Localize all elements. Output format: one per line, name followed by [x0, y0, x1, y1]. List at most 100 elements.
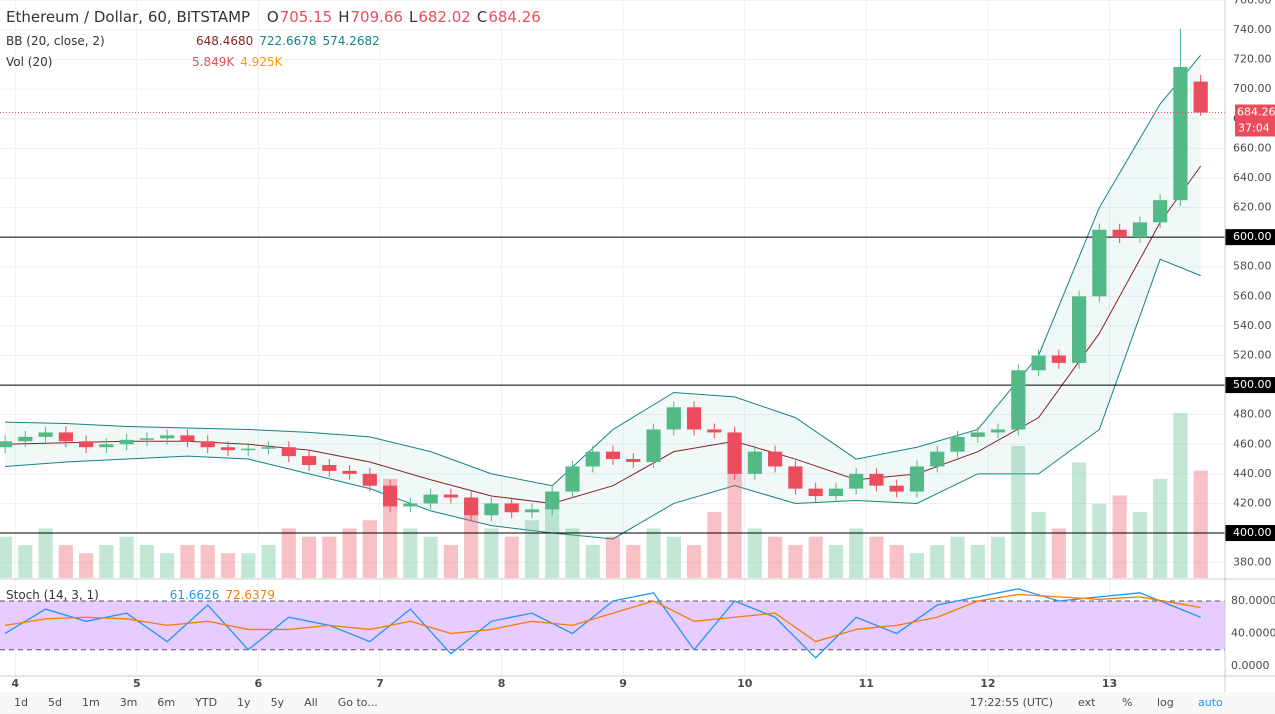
level-tag	[1225, 525, 1275, 542]
y-tick-label: 380.00	[1233, 556, 1272, 569]
range-button[interactable]: YTD	[194, 696, 217, 709]
header: Ethereum / Dollar, 60, BITSTAMP O705.15 H…	[6, 8, 547, 26]
range-button[interactable]: 5d	[48, 696, 62, 709]
range-button[interactable]: 6m	[157, 696, 175, 709]
candle-body	[362, 473, 377, 486]
volume-bar	[990, 536, 1006, 578]
volume-bar	[504, 536, 519, 578]
candle-body	[79, 441, 94, 448]
stoch-band	[0, 600, 1225, 650]
ohlc-value: 709.66	[350, 8, 403, 26]
volume-bar	[241, 553, 256, 578]
volume-bar	[646, 528, 661, 578]
volume-bar	[1193, 470, 1208, 578]
option-button[interactable]: auto	[1198, 696, 1223, 709]
candle-body	[686, 407, 702, 430]
volume-bar	[727, 454, 742, 578]
indicator-name: Vol (20)	[6, 55, 53, 69]
y-tick-label: 620.00	[1233, 201, 1272, 214]
level-label: 400.00	[1233, 526, 1272, 539]
stoch-tick-label: 0.0000	[1231, 659, 1270, 672]
volume-bar	[1072, 462, 1087, 578]
volume-bar	[1031, 511, 1046, 578]
x-tick-label: 12	[980, 677, 995, 690]
volume-bar	[545, 495, 560, 578]
ohlc-label: C	[476, 8, 488, 26]
volume-bar	[119, 536, 134, 578]
y-tick-label: 480.00	[1233, 408, 1272, 421]
indicator-value: 574.2682	[322, 34, 380, 48]
ohlc-label: H	[338, 8, 350, 26]
volume-bar	[889, 544, 904, 578]
x-tick-label: 6	[255, 677, 263, 690]
candle-body	[788, 466, 803, 489]
stoch-tick-label: 80.0000	[1231, 594, 1275, 607]
level-tag	[1225, 229, 1275, 246]
range-button[interactable]: 1d	[14, 696, 28, 709]
x-tick-label: 4	[11, 677, 19, 690]
range-button[interactable]: All	[304, 696, 318, 709]
indicator-value: 4.925K	[240, 55, 283, 69]
option-button[interactable]: %	[1122, 696, 1132, 709]
x-tick-label: 10	[737, 677, 753, 690]
candle-body	[808, 488, 823, 497]
y-tick-label: 460.00	[1233, 437, 1272, 450]
option-button[interactable]: ext	[1078, 696, 1096, 709]
stoch-tick-label: 40.0000	[1231, 626, 1275, 639]
range-button[interactable]: Go to...	[338, 696, 378, 709]
volume-bar	[342, 528, 357, 578]
bb-lower	[5, 258, 1201, 540]
volume-bar	[950, 536, 965, 578]
y-tick-label: 660.00	[1233, 141, 1272, 154]
candle-body	[1011, 370, 1026, 430]
volume-bar	[524, 520, 540, 578]
volume-bar	[605, 536, 621, 578]
range-button[interactable]: 1y	[237, 696, 251, 709]
volume-bar	[788, 544, 803, 578]
volume-bar	[626, 544, 641, 578]
stoch-k-value: 61.6626	[169, 588, 220, 602]
indicator-value: 648.4680	[196, 34, 254, 48]
volume-bar	[1051, 528, 1066, 578]
candle-body	[869, 473, 884, 486]
level-tag	[1225, 377, 1275, 394]
x-tick-label: 5	[133, 677, 141, 690]
candle-body	[484, 503, 499, 516]
range-button[interactable]: 1m	[82, 696, 100, 709]
volume-bar	[464, 511, 479, 578]
volume-bar	[261, 544, 276, 578]
title: Ethereum / Dollar, 60, BITSTAMP	[6, 8, 251, 26]
volume-bar	[79, 553, 94, 578]
option-button[interactable]: log	[1157, 696, 1174, 709]
x-tick-label: 7	[376, 677, 384, 690]
range-button[interactable]: 5y	[271, 696, 285, 709]
volume-bar	[565, 528, 580, 578]
countdown: 37:04	[1238, 121, 1270, 134]
candle-body	[909, 466, 925, 492]
volume-bar	[585, 544, 600, 578]
indicator-name: BB (20, close, 2)	[6, 34, 105, 48]
candle-body	[565, 466, 580, 492]
candle-body	[585, 451, 600, 467]
last-price-tag	[1235, 104, 1275, 137]
candle-body	[301, 456, 317, 465]
candle-body	[1173, 67, 1188, 201]
candle-body	[99, 444, 114, 448]
stoch-legend: Stoch (14, 3, 1) 61.6626 72.6379	[6, 588, 281, 602]
candle-body	[889, 485, 904, 492]
last-price-label: 684.26	[1237, 105, 1275, 118]
y-tick-label: 740.00	[1233, 23, 1272, 36]
volume-bar	[768, 536, 783, 578]
indicator-row: BB (20, close, 2) 648.4680 722.6678 574.268…	[6, 31, 386, 52]
indicator-value: 722.6678	[259, 34, 317, 48]
candle-body	[727, 432, 742, 474]
volume-bar	[828, 544, 844, 578]
candle-body	[849, 473, 864, 489]
candle-body	[180, 435, 195, 442]
range-button[interactable]: 3m	[120, 696, 138, 709]
y-tick-label: 580.00	[1233, 260, 1272, 273]
candle-body	[1153, 200, 1168, 223]
x-tick-label: 13	[1102, 677, 1117, 690]
candle-body	[828, 488, 844, 497]
volume-bar	[160, 553, 175, 578]
